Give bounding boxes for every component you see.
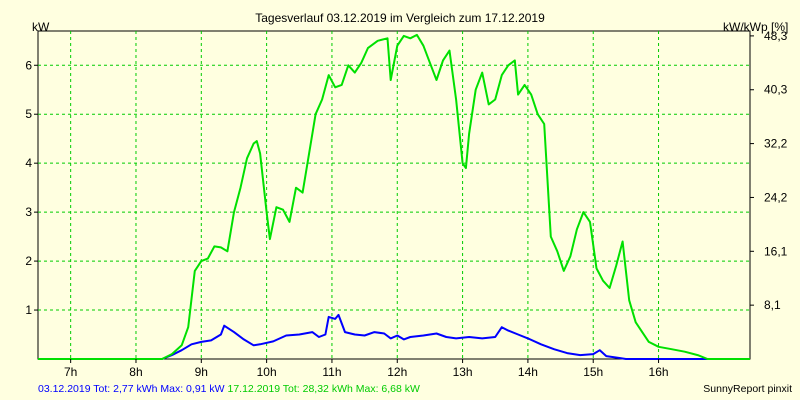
y-tick-label-left: 5 [25,107,32,121]
x-tick-label: 16h [649,365,669,379]
y-tick-label-left: 6 [25,58,32,72]
y-tick-label-right: 48,3 [764,29,788,43]
y-tick-label-right: 32,2 [764,137,788,151]
series-line-b [38,33,750,360]
y-tick-label-right: 16,1 [764,244,788,258]
series-b-summary: 17.12.2019 Tot: 28,32 kWh Max: 6,68 kW [227,383,420,395]
credit-label: SunnyReport pinxit [703,383,792,395]
series-lines [38,33,750,360]
y-tick-label-left: 2 [25,254,32,268]
y-tick-label-left: 3 [25,205,32,219]
y-axis-label-left: kW [32,20,50,34]
axis-labels: 7h 8h 9h 10h 11h 12h 13h 14h 15h 16h 1 2 3 4 5 6 8,1 16,1… [25,29,787,379]
y-tick-label-left: 4 [25,156,32,170]
y-tick-label-left: 1 [25,303,32,317]
chart-title: Tagesverlauf 03.12.2019 im Vergleich zum… [255,11,545,25]
x-tick-label: 15h [583,365,603,379]
series-line-a [38,313,750,360]
x-tick-label: 8h [129,365,142,379]
y-tick-label-right: 8,1 [764,298,781,312]
x-tick-label: 14h [518,365,538,379]
x-tick-label: 12h [387,365,407,379]
series-a-summary: 03.12.2019 Tot: 2,77 kWh Max: 0,91 kW [38,383,225,395]
x-tick-label: 10h [257,365,277,379]
y-tick-label-right: 24,2 [764,190,788,204]
x-tick-label: 13h [453,365,473,379]
x-tick-label: 7h [64,365,77,379]
y-tick-label-right: 40,3 [764,83,788,97]
x-tick-label: 9h [195,365,208,379]
x-tick-label: 11h [322,365,341,379]
footer-summary: 03.12.2019 Tot: 2,77 kWh Max: 0,91 kW 17… [38,383,420,395]
y-axis-label-right: kW/kWp [%] [723,20,788,34]
